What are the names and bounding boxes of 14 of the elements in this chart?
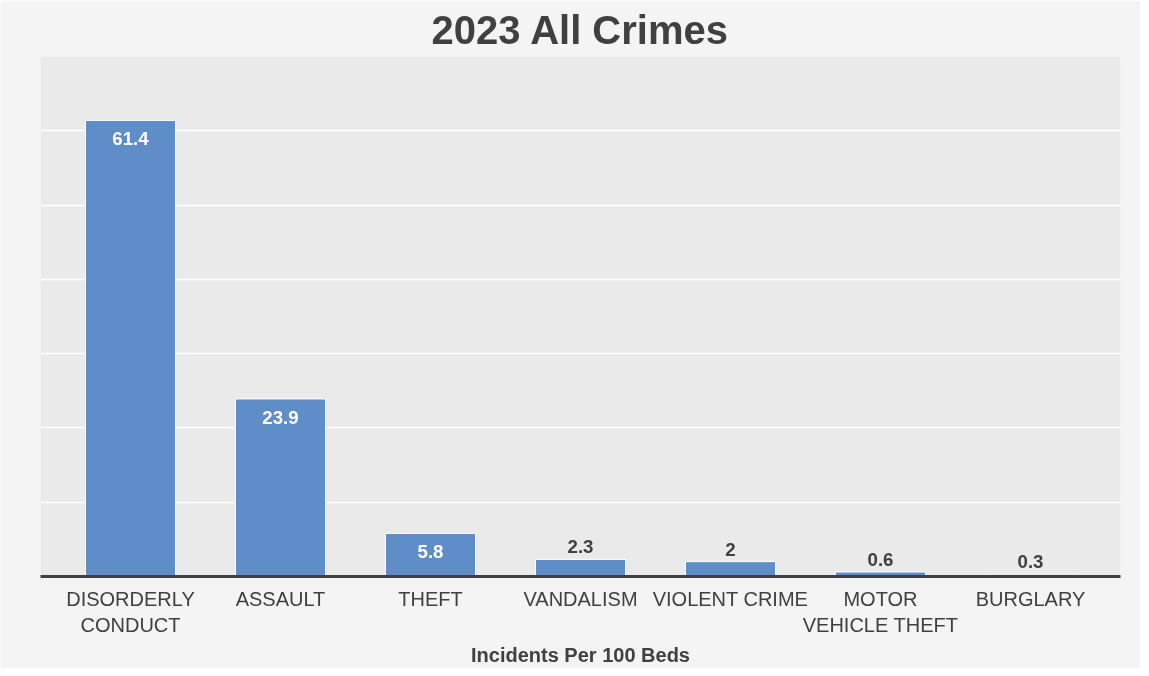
x-tick-label: VANDALISM xyxy=(523,587,638,610)
x-tick-label: THEFT xyxy=(398,587,463,610)
data-label: 2 xyxy=(725,538,736,560)
data-label: 2.3 xyxy=(567,536,594,558)
data-label: 23.9 xyxy=(262,406,299,428)
data-label: 61.4 xyxy=(112,128,150,150)
data-label: 0.3 xyxy=(1017,551,1044,573)
data-label: 5.8 xyxy=(417,541,444,563)
x-tick-label: BURGLARY xyxy=(975,587,1086,610)
data-label: 0.6 xyxy=(867,549,894,571)
chart-title: 2023 All Crimes xyxy=(431,7,728,52)
x-axis-title: Incidents Per 100 Beds xyxy=(471,643,690,666)
x-tick-label: DISORDERLY CONDUCT xyxy=(66,587,195,636)
x-tick-label: ASSAULT xyxy=(235,587,326,610)
